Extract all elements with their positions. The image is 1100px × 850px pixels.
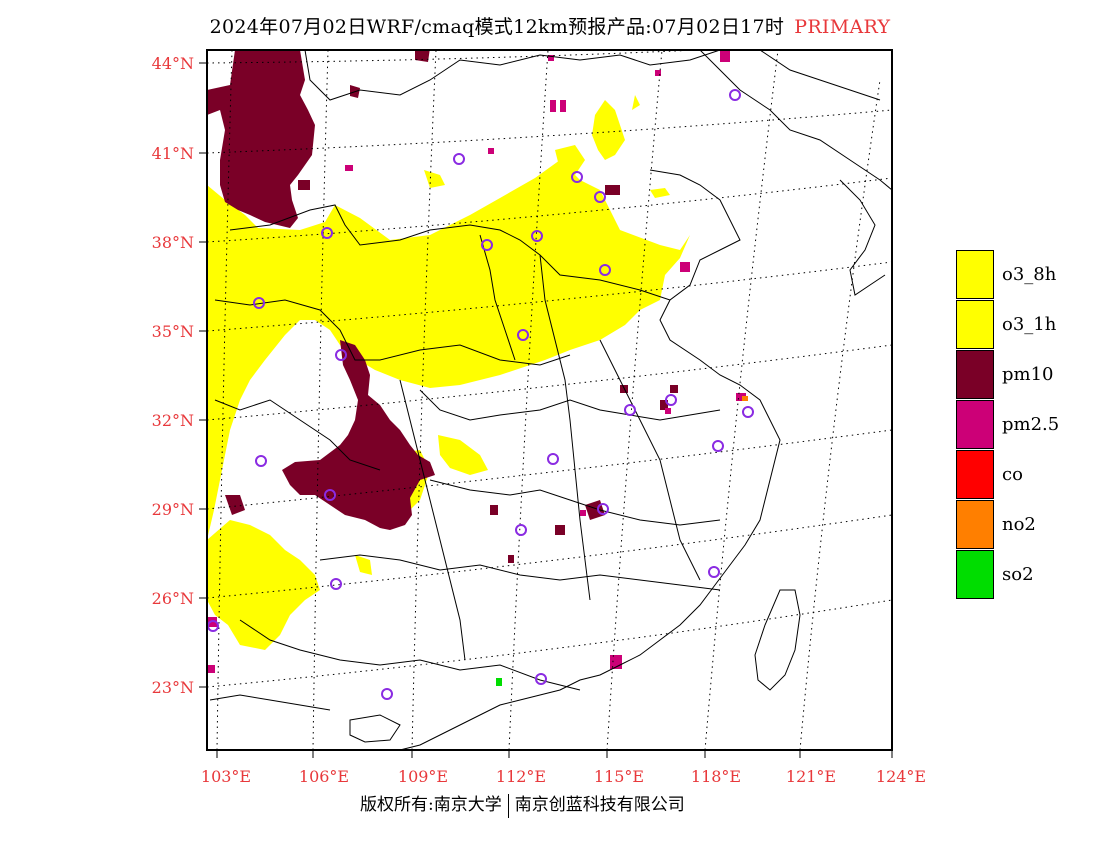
lat-label: 26°N xyxy=(152,589,194,608)
map-title: 2024年07月02日WRF/cmaq模式12km预报产品:07月02日17时 P… xyxy=(0,12,1100,39)
map-title-text: 2024年07月02日WRF/cmaq模式12km预报产品:07月02日17时 xyxy=(209,16,785,38)
lon-label: 112°E xyxy=(496,767,546,786)
legend-swatch xyxy=(956,449,994,499)
lon-label: 109°E xyxy=(398,767,448,786)
legend-swatch xyxy=(956,549,994,599)
lat-label: 38°N xyxy=(152,233,194,252)
lon-label: 106°E xyxy=(299,767,349,786)
lat-label: 29°N xyxy=(152,500,194,519)
copyright-footer: 版权所有:南京大学 南京创蓝科技有限公司 xyxy=(360,790,685,818)
legend-item-co: co xyxy=(956,449,1059,499)
lat-label: 44°N xyxy=(152,54,194,73)
legend-label: so2 xyxy=(1002,563,1034,585)
so2-cell xyxy=(496,678,502,686)
legend-item-pm25: pm2.5 xyxy=(956,399,1059,449)
legend-label: no2 xyxy=(1002,513,1036,535)
lon-labels: 103°E 106°E 109°E 112°E 115°E 118°E 121°… xyxy=(201,767,926,786)
legend-label: pm10 xyxy=(1002,363,1054,385)
lon-label: 121°E xyxy=(786,767,836,786)
legend-label: o3_8h xyxy=(1002,263,1057,285)
lat-label: 41°N xyxy=(152,144,194,163)
lat-labels: 44°N 41°N 38°N 35°N 32°N 29°N 26°N 23°N xyxy=(152,54,194,697)
lon-label: 124°E xyxy=(876,767,926,786)
legend-swatch xyxy=(956,249,994,299)
lat-label: 32°N xyxy=(152,411,194,430)
graticule xyxy=(207,50,892,750)
footer-divider xyxy=(507,793,509,818)
copyright-owner: 版权所有:南京大学 xyxy=(360,795,502,815)
legend-label: co xyxy=(1002,463,1023,485)
lon-label: 118°E xyxy=(691,767,741,786)
no2-cell xyxy=(742,396,748,401)
boundary-lines xyxy=(209,50,892,750)
copyright-company: 南京创蓝科技有限公司 xyxy=(514,795,685,815)
legend-swatch xyxy=(956,499,994,549)
legend-swatch xyxy=(956,299,994,349)
lon-label: 115°E xyxy=(594,767,644,786)
legend-item-o3-1h: o3_1h xyxy=(956,299,1059,349)
pollutant-legend: o3_8h o3_1h pm10 pm2.5 co no2 so2 xyxy=(956,249,1059,599)
map-content xyxy=(207,50,892,750)
legend-item-o3-8h: o3_8h xyxy=(956,249,1059,299)
legend-item-so2: so2 xyxy=(956,549,1059,599)
legend-swatch xyxy=(956,399,994,449)
lon-label: 103°E xyxy=(201,767,251,786)
legend-item-pm10: pm10 xyxy=(956,349,1059,399)
lat-ticks xyxy=(199,62,207,688)
legend-label: o3_1h xyxy=(1002,313,1057,335)
legend-label: pm2.5 xyxy=(1002,413,1060,435)
lon-ticks xyxy=(216,750,893,758)
o3-layer xyxy=(207,95,690,650)
legend-swatch xyxy=(956,349,994,399)
station-markers xyxy=(207,89,754,700)
primary-tag: PRIMARY xyxy=(794,16,891,38)
pm10-layer xyxy=(207,50,678,563)
legend-item-no2: no2 xyxy=(956,499,1059,549)
lat-label: 23°N xyxy=(152,678,194,697)
map-frame xyxy=(206,49,893,751)
lat-label: 35°N xyxy=(152,322,194,341)
